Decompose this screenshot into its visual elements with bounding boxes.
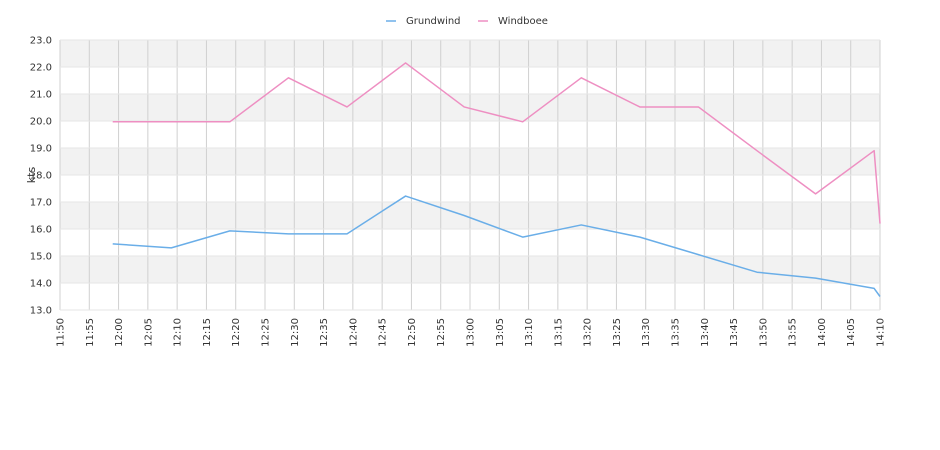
y-tick-label: 23.0	[30, 36, 52, 47]
x-axis-ticks: 11:50 11:55 12:00 12:05 12:10 12:15 12:20 12:25…	[56, 318, 887, 347]
x-tick-label: 13:45	[729, 318, 740, 347]
y-tick-label: 18.0	[30, 171, 52, 182]
x-tick-label: 14:10	[876, 318, 887, 347]
x-tick-label: 14:05	[846, 318, 857, 347]
series-line-windboee	[112, 62, 881, 224]
x-tick-label: 12:25	[261, 318, 272, 347]
x-tick-label: 13:20	[583, 318, 594, 347]
x-tick-label: 13:15	[553, 318, 564, 347]
legend-label: Windboee	[498, 16, 548, 27]
y-tick-label: 17.0	[30, 198, 52, 209]
y-axis-title: kts	[25, 167, 38, 184]
legend-item-grundwind[interactable]: Grundwind	[386, 16, 461, 27]
x-tick-label: 12:10	[173, 318, 184, 347]
y-tick-label: 20.0	[30, 117, 52, 128]
x-tick-label: 12:40	[348, 318, 359, 347]
y-tick-label: 15.0	[30, 252, 52, 263]
x-tick-label: 11:50	[56, 318, 67, 347]
y-tick-label: 19.0	[30, 144, 52, 155]
y-tick-label: 14.0	[30, 279, 52, 290]
x-tick-label: 13:50	[758, 318, 769, 347]
series-line-grundwind	[112, 195, 881, 297]
y-tick-label: 22.0	[30, 63, 52, 74]
x-tick-label: 12:00	[114, 318, 125, 347]
x-tick-label: 13:35	[671, 318, 682, 347]
x-tick-label: 13:05	[495, 318, 506, 347]
x-tick-label: 13:00	[466, 318, 477, 347]
x-tick-label: 12:05	[143, 318, 154, 347]
x-tick-label: 12:30	[290, 318, 301, 347]
x-tick-label: 12:35	[319, 318, 330, 347]
x-tick-label: 13:10	[524, 318, 535, 347]
x-tick-label: 12:15	[202, 318, 213, 347]
grid-lines	[59, 39, 881, 311]
y-tick-label: 13.0	[30, 306, 52, 317]
legend-label: Grundwind	[406, 16, 461, 27]
x-tick-label: 11:55	[85, 318, 96, 347]
y-tick-label: 16.0	[30, 225, 52, 236]
x-tick-label: 12:20	[231, 318, 242, 347]
x-tick-label: 13:40	[700, 318, 711, 347]
x-tick-label: 13:25	[612, 318, 623, 347]
x-tick-label: 13:30	[641, 318, 652, 347]
y-tick-label: 21.0	[30, 90, 52, 101]
x-tick-label: 14:00	[817, 318, 828, 347]
legend[interactable]: Grundwind Windboee	[386, 16, 548, 27]
x-tick-label: 13:55	[788, 318, 799, 347]
series-lines	[112, 62, 881, 297]
y-axis-ticks: 13.0 14.0 15.0 16.0 17.0 18.0 19.0 20.0 21.0 22.0…	[30, 36, 52, 317]
x-tick-label: 12:45	[378, 318, 389, 347]
x-tick-label: 12:50	[407, 318, 418, 347]
x-tick-label: 12:55	[436, 318, 447, 347]
legend-item-windboee[interactable]: Windboee	[478, 16, 548, 27]
